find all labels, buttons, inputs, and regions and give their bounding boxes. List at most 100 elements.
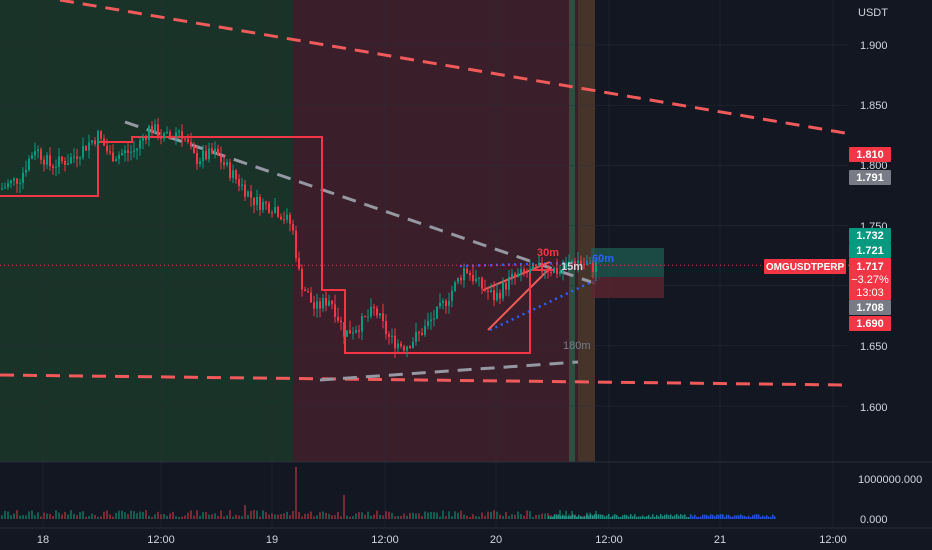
candle-body: [127, 150, 129, 153]
candle-body: [454, 282, 456, 291]
volume-bar: [139, 511, 141, 519]
volume-bar: [698, 516, 700, 519]
volume-bar: [184, 515, 186, 519]
volume-bar: [121, 510, 123, 519]
candle-body: [199, 161, 201, 164]
volume-bar: [682, 515, 684, 519]
volume-bar: [85, 516, 87, 519]
volume-tick: 1000000.000: [858, 474, 922, 486]
x-tick: 20: [490, 534, 502, 546]
time-axis[interactable]: 18 12:00 19 12:00 20 12:00 21 12:00: [0, 527, 932, 546]
candle-body: [10, 180, 12, 184]
volume-bar: [548, 515, 550, 519]
volume-bar: [160, 514, 162, 519]
volume-bar: [600, 514, 602, 519]
volume-bar: [130, 510, 132, 519]
candle-body: [145, 138, 147, 140]
volume-bar: [658, 516, 660, 519]
volume-bar: [746, 516, 748, 519]
volume-bar: [630, 514, 632, 519]
candle-body: [196, 152, 198, 164]
candle-body: [16, 178, 18, 184]
volume-bar: [762, 515, 764, 519]
volume-bar: [688, 516, 690, 519]
volume-bar: [638, 516, 640, 519]
candle-body: [448, 300, 450, 306]
volume-bar: [220, 510, 222, 519]
volume-bar: [319, 512, 321, 519]
volume-bar: [686, 516, 688, 519]
volume-bar: [421, 516, 423, 519]
volume-bar: [253, 510, 255, 519]
volume-bar: [608, 514, 610, 519]
volume-bar: [385, 511, 387, 519]
candle-body: [121, 152, 123, 155]
candle-body: [34, 151, 36, 156]
volume-bar: [238, 515, 240, 519]
candle-body: [229, 162, 231, 178]
volume-bar: [511, 514, 513, 519]
annotations: 30m 15m 60m 180m: [537, 247, 614, 352]
volume-bar: [670, 514, 672, 519]
volume-bar: [580, 515, 582, 519]
candle-body: [67, 163, 69, 165]
volume-bar: [331, 515, 333, 519]
volume-bar: [133, 511, 135, 519]
volume-bar: [742, 515, 744, 519]
volume-bar: [700, 516, 702, 519]
volume-bar: [268, 514, 270, 519]
candle-body: [58, 156, 60, 167]
volume-bar: [280, 514, 282, 519]
candle-body: [151, 126, 153, 133]
candle-body: [565, 263, 567, 270]
volume-bars: [1, 467, 776, 519]
volume-bar: [61, 514, 63, 519]
volume-bar: [712, 514, 714, 519]
volume-bar: [427, 512, 429, 519]
candle-body: [157, 124, 159, 138]
candle-body: [451, 290, 453, 301]
candle-body: [421, 332, 423, 336]
y-tick: 1.850: [860, 100, 888, 112]
volume-bar: [566, 516, 568, 519]
volume-bar: [97, 516, 99, 519]
currency-label: USDT: [858, 7, 888, 19]
volume-bar: [748, 515, 750, 519]
candle-body: [505, 282, 507, 290]
volume-bar: [43, 512, 45, 519]
candle-body: [490, 290, 492, 292]
candle-body: [379, 313, 381, 316]
volume-bar: [415, 513, 417, 519]
volume-bar: [244, 505, 246, 519]
candle-body: [184, 138, 186, 140]
volume-bar: [400, 515, 402, 519]
volume-bar: [622, 515, 624, 519]
candle-body: [94, 140, 96, 145]
volume-bar: [109, 514, 111, 519]
lower-trendline: [0, 373, 846, 387]
volume-bar: [196, 510, 198, 519]
volume-bar: [616, 515, 618, 519]
candle-body: [346, 330, 348, 337]
volume-bar: [403, 513, 405, 519]
candle-body: [388, 334, 390, 337]
candle-body: [61, 156, 63, 161]
candle-body: [31, 155, 33, 159]
volume-bar: [322, 511, 324, 519]
candle-body: [82, 145, 84, 158]
volume-bar: [690, 514, 692, 519]
candle-body: [325, 298, 327, 306]
candle-body: [484, 288, 486, 291]
volume-bar: [10, 515, 12, 519]
symbol-text: OMGUSDTPERP: [766, 262, 845, 273]
volume-bar: [702, 514, 704, 519]
price-axis[interactable]: USDT 1.900 1.850 1.800 1.750 1.650 1.600…: [764, 7, 922, 526]
volume-bar: [490, 511, 492, 519]
volume-bar: [175, 516, 177, 519]
volume-bar: [502, 515, 504, 519]
volume-bar: [79, 512, 81, 519]
candle-body: [202, 150, 204, 162]
candle-body: [517, 273, 519, 277]
candle-body: [487, 290, 489, 292]
